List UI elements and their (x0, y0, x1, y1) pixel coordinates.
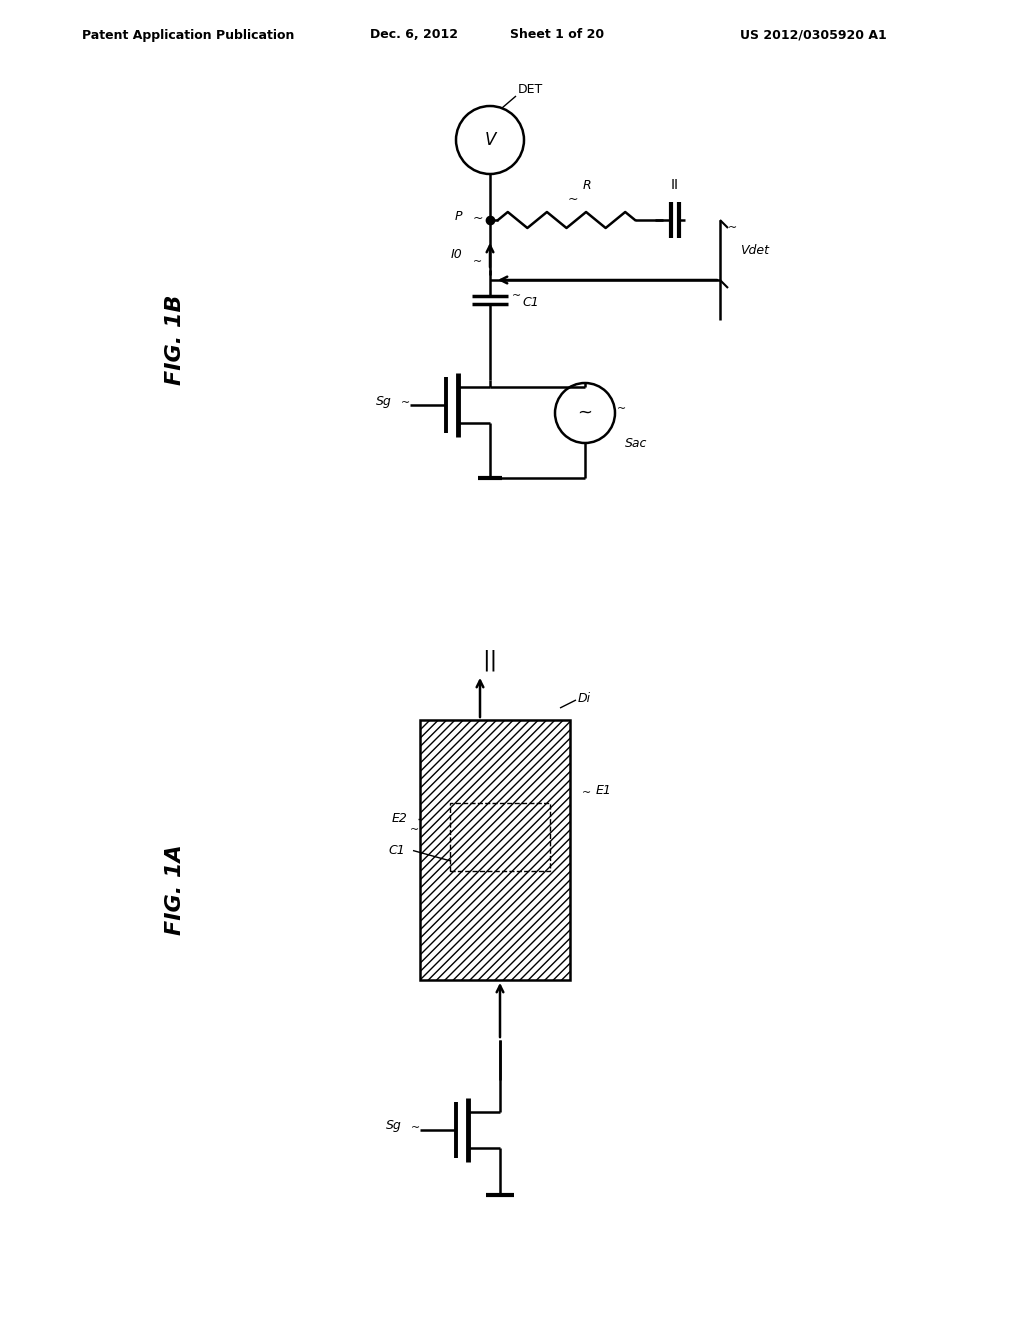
Text: ||: || (482, 649, 498, 671)
Text: ~: ~ (401, 399, 411, 408)
Text: ~: ~ (617, 404, 627, 414)
Text: Dec. 6, 2012: Dec. 6, 2012 (370, 29, 458, 41)
Text: US 2012/0305920 A1: US 2012/0305920 A1 (740, 29, 887, 41)
Text: C1: C1 (388, 843, 406, 857)
Text: Sheet 1 of 20: Sheet 1 of 20 (510, 29, 604, 41)
Text: ~: ~ (567, 193, 578, 206)
Text: ~: ~ (512, 290, 521, 301)
Text: Patent Application Publication: Patent Application Publication (82, 29, 294, 41)
Text: V: V (484, 131, 496, 149)
Text: E1: E1 (596, 784, 612, 797)
Text: ~: ~ (473, 211, 483, 224)
Text: I0: I0 (451, 248, 462, 261)
Bar (450, 803, 550, 871)
Text: Di: Di (578, 692, 591, 705)
Text: Sg: Sg (376, 395, 392, 408)
Text: FIG. 1A: FIG. 1A (165, 845, 185, 936)
Text: Sg: Sg (386, 1119, 402, 1133)
Text: R: R (583, 180, 591, 191)
Bar (420, 719, 570, 979)
Text: II: II (671, 178, 679, 191)
Text: ~: ~ (582, 788, 591, 797)
Text: ~: ~ (410, 825, 419, 834)
Text: Sac: Sac (625, 437, 647, 450)
Text: C1: C1 (522, 296, 539, 309)
Text: E2: E2 (392, 812, 408, 825)
Text: Vdet: Vdet (740, 243, 769, 256)
Text: ~: ~ (728, 223, 737, 234)
Text: P: P (455, 210, 462, 223)
Text: ~: ~ (578, 404, 593, 422)
Text: ~: ~ (473, 257, 482, 267)
Text: ~: ~ (412, 1123, 421, 1133)
Text: DET: DET (518, 83, 544, 96)
Text: FIG. 1B: FIG. 1B (165, 294, 185, 385)
